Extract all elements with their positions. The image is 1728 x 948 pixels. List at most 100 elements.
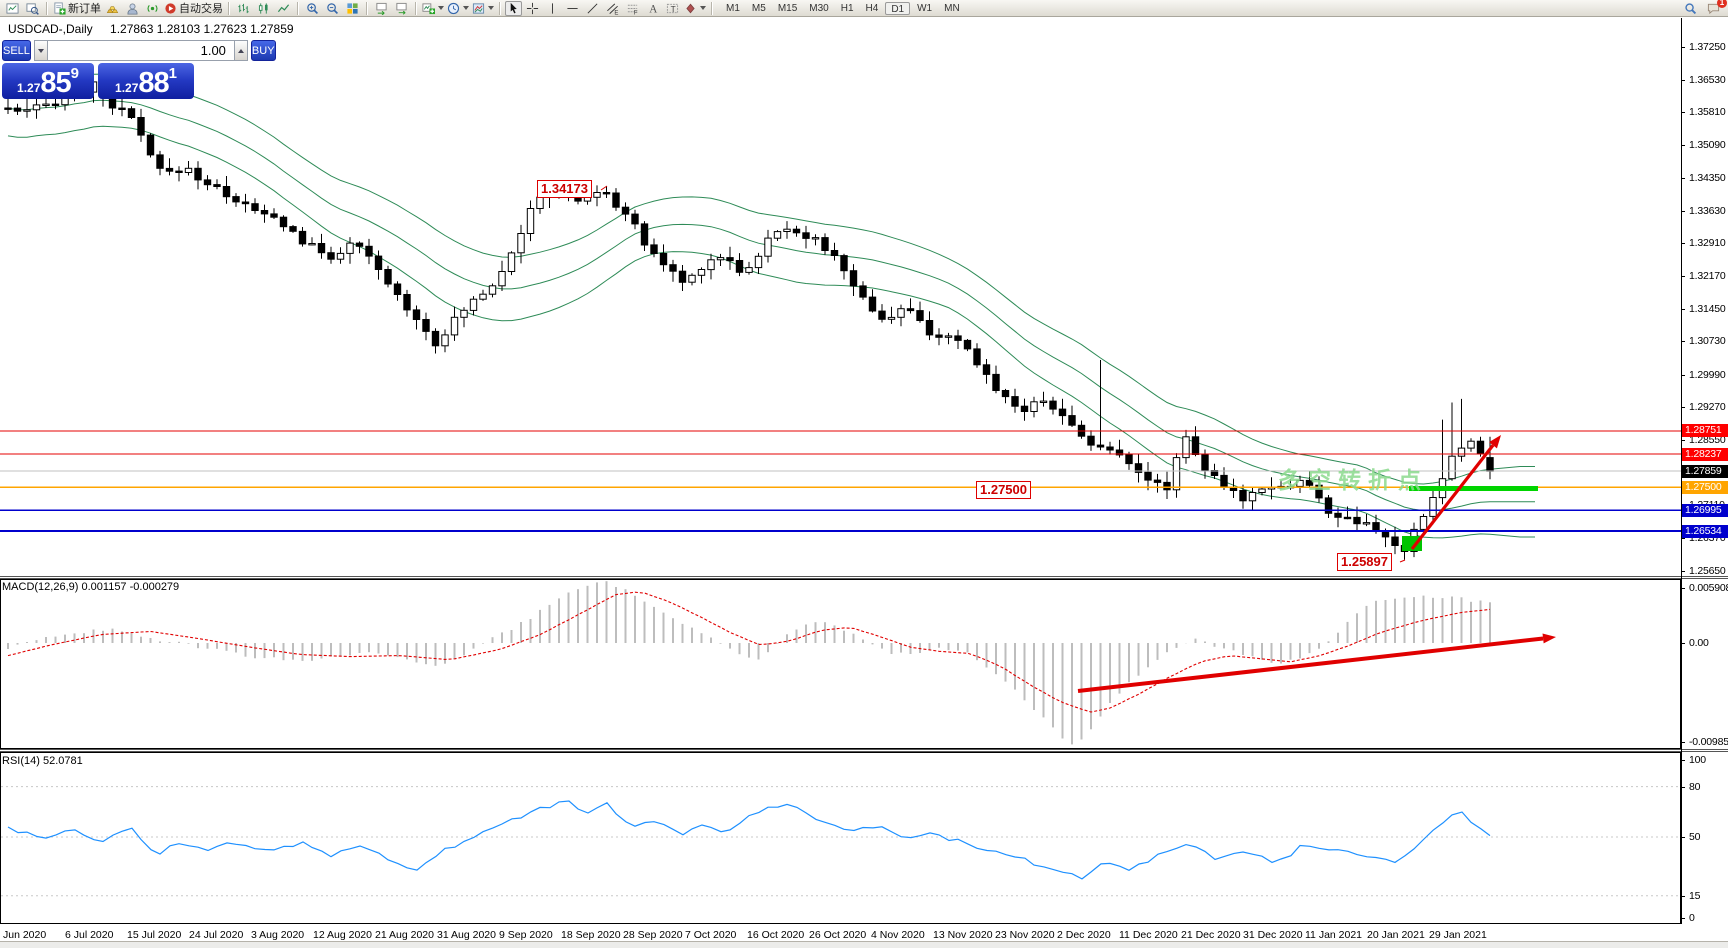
price-tick-label: 1.36530 bbox=[1689, 74, 1726, 86]
arrows-tool[interactable] bbox=[683, 1, 707, 16]
rsi-panel-canvas[interactable] bbox=[0, 752, 1681, 924]
price-tick-label: 1.32170 bbox=[1689, 270, 1726, 282]
axis-tick bbox=[1681, 178, 1685, 179]
price-level-badge: 1.26534 bbox=[1682, 525, 1728, 538]
signals-icon[interactable] bbox=[143, 1, 162, 16]
equidistant-channel-tool[interactable]: E bbox=[603, 1, 622, 16]
date-tick-label: 16 Oct 2020 bbox=[747, 929, 805, 941]
buy-price-display[interactable]: 1.27 88 1 bbox=[98, 63, 194, 99]
date-tick-label: 31 Aug 2020 bbox=[437, 929, 496, 941]
equidistant-channel-icon: E bbox=[606, 2, 619, 15]
bar-chart-mode-button[interactable] bbox=[234, 1, 253, 16]
toolbar: 新订单 自动交易 E F A T M1 M5 M15 M30 H1 H4 D1 W1 MN 1 bbox=[0, 0, 1728, 17]
text-label-tool[interactable]: T bbox=[663, 1, 682, 16]
price-chart-canvas[interactable] bbox=[0, 18, 1681, 576]
price-level-badge: 1.28751 bbox=[1682, 424, 1728, 437]
date-tick-label: 28 Sep 2020 bbox=[623, 929, 683, 941]
text-tool[interactable]: A bbox=[643, 1, 662, 16]
price-callout-label[interactable]: 1.25897 bbox=[1337, 553, 1392, 571]
volume-increase-button[interactable] bbox=[233, 40, 248, 61]
volume-stepper[interactable] bbox=[33, 40, 248, 61]
timeframe-w1[interactable]: W1 bbox=[917, 2, 933, 14]
fibonacci-tool[interactable]: F bbox=[623, 1, 642, 16]
macd-panel-canvas[interactable] bbox=[0, 579, 1681, 749]
tile-windows-icon bbox=[346, 2, 359, 15]
chart-shift-button[interactable] bbox=[392, 1, 411, 16]
annotation-text-cn: 多空转折点 bbox=[1278, 467, 1428, 493]
chart-window[interactable]: USDCAD-,Daily 1.27863 1.28103 1.27623 1.… bbox=[0, 18, 1728, 948]
chart-window-icon[interactable] bbox=[3, 1, 22, 16]
indicators-dropdown[interactable] bbox=[421, 1, 445, 16]
templates-dropdown[interactable] bbox=[471, 1, 495, 16]
notifications-icon[interactable]: 1 bbox=[1704, 0, 1727, 16]
candlestick-mode-button[interactable] bbox=[254, 1, 273, 16]
date-tick-label: 3 Aug 2020 bbox=[251, 929, 305, 941]
date-tick-label: 15 Jul 2020 bbox=[127, 929, 182, 941]
sell-button[interactable]: SELL bbox=[2, 40, 31, 61]
volume-input[interactable] bbox=[47, 40, 234, 61]
price-callout-label[interactable]: 1.27500 bbox=[976, 481, 1031, 499]
line-chart-mode-button[interactable] bbox=[274, 1, 293, 16]
chevron-down-icon bbox=[463, 6, 469, 10]
sell-price-pips: 85 bbox=[40, 67, 71, 99]
zoom-in-button[interactable] bbox=[303, 1, 322, 16]
buy-button[interactable]: BUY bbox=[250, 40, 276, 61]
date-tick-label: 21 Aug 2020 bbox=[375, 929, 434, 941]
chart-search-icon[interactable] bbox=[23, 1, 42, 16]
price-tick-label: 1.32910 bbox=[1689, 237, 1726, 249]
axis-tick bbox=[1681, 112, 1685, 113]
expert-advisor-icon-icon bbox=[126, 2, 139, 15]
new-order-icon bbox=[53, 1, 66, 15]
chart-window-icon-icon bbox=[6, 2, 19, 15]
price-callout-label[interactable]: 1.34173 bbox=[537, 180, 592, 198]
axis-tick bbox=[1681, 276, 1685, 277]
volume-decrease-button[interactable] bbox=[33, 40, 48, 61]
axis-tick bbox=[1681, 341, 1685, 342]
price-tick-label: 1.31450 bbox=[1689, 303, 1726, 315]
timeframe-m30[interactable]: M30 bbox=[809, 2, 829, 14]
trendline-tool[interactable] bbox=[583, 1, 602, 16]
text-label-icon: T bbox=[666, 2, 679, 15]
new-order-button[interactable]: 新订单 bbox=[52, 1, 102, 16]
price-tick-label: 1.35090 bbox=[1689, 139, 1726, 151]
periods-dropdown[interactable] bbox=[446, 1, 470, 16]
price-level-badge: 1.26995 bbox=[1682, 504, 1728, 517]
timeframe-h4[interactable]: H4 bbox=[865, 2, 879, 14]
axis-tick bbox=[1681, 538, 1685, 539]
panel-splitter[interactable] bbox=[0, 749, 1728, 752]
expert-advisor-icon[interactable] bbox=[123, 1, 142, 16]
axis-tick bbox=[1681, 571, 1685, 572]
window-bottom-strip bbox=[0, 941, 1728, 948]
timeframe-mn[interactable]: MN bbox=[944, 2, 960, 14]
search-icon[interactable] bbox=[1681, 1, 1700, 16]
notification-badge: 1 bbox=[1717, 0, 1727, 8]
buy-price-prefix: 1.27 bbox=[115, 81, 139, 95]
rsi-tick-label: 80 bbox=[1689, 781, 1701, 793]
rsi-tick-label: 50 bbox=[1689, 831, 1701, 843]
macd-tick-label: 0.00 bbox=[1689, 637, 1709, 649]
auto-trading-button[interactable]: 自动交易 bbox=[163, 1, 224, 16]
gold-bars-icon[interactable] bbox=[103, 1, 122, 16]
macd-signal-value: -0.000279 bbox=[129, 581, 180, 593]
tile-windows-button[interactable] bbox=[343, 1, 362, 16]
crosshair-tool[interactable] bbox=[523, 1, 542, 16]
buy-price-pips: 88 bbox=[138, 67, 169, 99]
one-click-trading-panel[interactable]: SELL BUY 1.27 85 9 1.27 88 1 bbox=[2, 40, 276, 99]
panel-splitter[interactable] bbox=[0, 576, 1728, 579]
toolbar-separator bbox=[46, 1, 48, 15]
horizontal-line-tool[interactable] bbox=[563, 1, 582, 16]
svg-text:F: F bbox=[634, 10, 638, 14]
zoom-out-button[interactable] bbox=[323, 1, 342, 16]
timeframe-m15[interactable]: M15 bbox=[777, 2, 798, 14]
vertical-line-tool[interactable] bbox=[543, 1, 562, 16]
cursor-tool[interactable] bbox=[505, 0, 522, 16]
auto-scroll-button[interactable] bbox=[372, 1, 391, 16]
sell-price-display[interactable]: 1.27 85 9 bbox=[2, 63, 94, 99]
timeframe-d1[interactable]: D1 bbox=[885, 1, 911, 15]
timeframe-h1[interactable]: H1 bbox=[840, 2, 854, 14]
timeframe-m5[interactable]: M5 bbox=[751, 2, 766, 14]
price-tick-label: 1.29990 bbox=[1689, 369, 1726, 381]
text-icon: A bbox=[646, 2, 659, 14]
timeframe-m1[interactable]: M1 bbox=[726, 2, 740, 14]
rsi-value: 52.0781 bbox=[42, 755, 83, 767]
